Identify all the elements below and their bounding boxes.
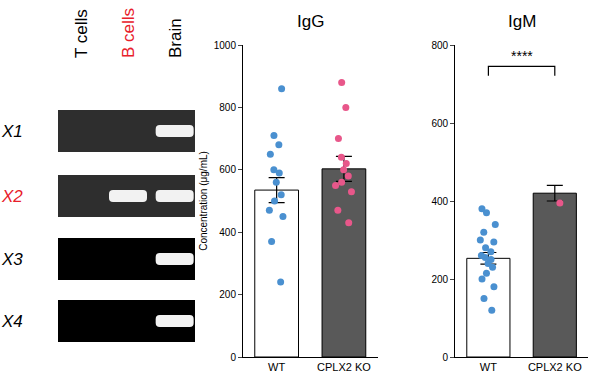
svg-text:200: 200 — [219, 289, 236, 300]
svg-text:600: 600 — [219, 164, 236, 175]
svg-text:800: 800 — [431, 40, 448, 51]
svg-text:X4: X4 — [1, 312, 23, 331]
svg-text:CPLX2 KO: CPLX2 KO — [317, 361, 371, 373]
svg-text:X3: X3 — [1, 250, 23, 269]
svg-text:Concentration (μg/mL): Concentration (μg/mL) — [198, 151, 209, 251]
svg-text:0: 0 — [443, 352, 449, 363]
svg-text:B cells: B cells — [119, 8, 138, 58]
svg-text:Brain: Brain — [166, 18, 185, 58]
svg-text:IgG: IgG — [297, 12, 324, 31]
svg-text:T cells: T cells — [72, 9, 91, 58]
svg-text:CPLX2 KO: CPLX2 KO — [528, 361, 582, 373]
svg-text:200: 200 — [431, 274, 448, 285]
svg-text:600: 600 — [431, 118, 448, 129]
svg-text:400: 400 — [431, 196, 448, 207]
svg-text:****: **** — [511, 48, 533, 64]
svg-text:400: 400 — [219, 227, 236, 238]
svg-text:0: 0 — [230, 352, 236, 363]
svg-text:X2: X2 — [1, 187, 23, 206]
svg-text:1000: 1000 — [214, 40, 237, 51]
svg-text:WT: WT — [268, 361, 285, 373]
svg-text:WT: WT — [480, 361, 497, 373]
svg-text:IgM: IgM — [508, 12, 536, 31]
svg-text:800: 800 — [219, 102, 236, 113]
svg-text:X1: X1 — [1, 122, 23, 141]
